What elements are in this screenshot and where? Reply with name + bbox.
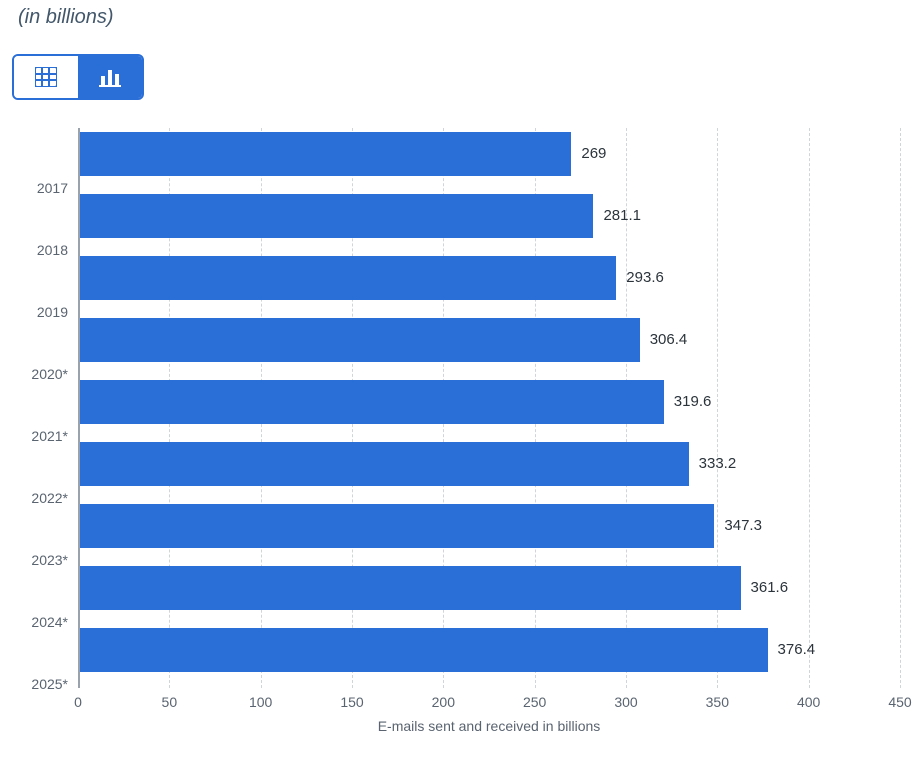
value-label: 293.6 — [616, 256, 664, 300]
x-tick-label: 400 — [797, 694, 820, 710]
category-label: 2024* — [31, 614, 78, 630]
bar — [80, 380, 664, 424]
bar — [80, 442, 689, 486]
chart-row: 319.62021* — [78, 376, 900, 438]
x-tick-label: 250 — [523, 694, 546, 710]
x-axis-title: E-mails sent and received in billions — [78, 718, 900, 734]
chart-subtitle: (in billions) — [18, 6, 114, 29]
table-icon — [35, 67, 57, 87]
x-tick-label: 350 — [706, 694, 729, 710]
bar — [80, 566, 741, 610]
chart-row: 347.32023* — [78, 500, 900, 562]
category-label: 2018 — [37, 242, 78, 258]
bar — [80, 194, 593, 238]
x-tick-label: 200 — [432, 694, 455, 710]
chart-row: 281.12018 — [78, 190, 900, 252]
bar-chart-icon — [99, 67, 121, 87]
category-label: 2023* — [31, 552, 78, 568]
category-label: 2017 — [37, 180, 78, 196]
bar — [80, 132, 571, 176]
bar — [80, 318, 640, 362]
chart-view-button[interactable] — [78, 56, 142, 98]
x-tick-label: 300 — [614, 694, 637, 710]
bar — [80, 256, 616, 300]
bar — [80, 628, 768, 672]
category-label: 2021* — [31, 428, 78, 444]
value-label: 319.6 — [664, 380, 712, 424]
gridline — [900, 128, 901, 688]
x-tick-label: 450 — [888, 694, 911, 710]
bar — [80, 504, 714, 548]
value-label: 306.4 — [640, 318, 688, 362]
x-tick-label: 100 — [249, 694, 272, 710]
chart-area: 2692017281.12018293.62019306.42020*319.6… — [0, 128, 921, 748]
x-tick-label: 50 — [162, 694, 178, 710]
value-label: 281.1 — [593, 194, 641, 238]
value-label: 361.6 — [741, 566, 789, 610]
view-toggle-group — [12, 54, 144, 100]
plot-region: 2692017281.12018293.62019306.42020*319.6… — [78, 128, 900, 688]
chart-row: 306.42020* — [78, 314, 900, 376]
x-tick-label: 150 — [340, 694, 363, 710]
value-label: 376.4 — [768, 628, 816, 672]
value-label: 269 — [571, 132, 606, 176]
chart-row: 361.62024* — [78, 562, 900, 624]
category-label: 2025* — [31, 676, 78, 692]
table-view-button[interactable] — [14, 56, 78, 98]
category-label: 2019 — [37, 304, 78, 320]
category-label: 2020* — [31, 366, 78, 382]
chart-row: 2692017 — [78, 128, 900, 190]
value-label: 333.2 — [689, 442, 737, 486]
chart-row: 333.22022* — [78, 438, 900, 500]
x-tick-label: 0 — [74, 694, 82, 710]
chart-row: 376.42025* — [78, 624, 900, 686]
chart-row: 293.62019 — [78, 252, 900, 314]
category-label: 2022* — [31, 490, 78, 506]
value-label: 347.3 — [714, 504, 762, 548]
